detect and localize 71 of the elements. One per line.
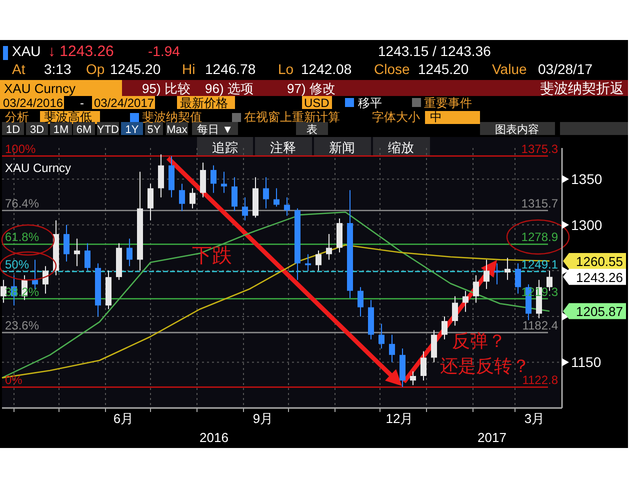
text: 03/28/17 (538, 61, 593, 77)
ref-line-label: 1122.8 (522, 373, 558, 388)
text: 2017 (478, 430, 506, 445)
text: ↓ 1243.26 (48, 43, 114, 60)
ref-line-label: 1278.9 (521, 230, 558, 244)
annotation: 缩放 (388, 140, 414, 155)
annotation: 还是反转？ (440, 356, 530, 376)
text: 斐波高低 (44, 110, 92, 124)
annotation: 50% (5, 258, 30, 272)
text: At (12, 61, 26, 77)
data-label: 1260.55 (576, 254, 623, 270)
annotation: 注释 (270, 140, 296, 155)
annotation: 100% (5, 142, 36, 156)
x-tick-label: 12月 (386, 411, 414, 426)
annotation: 61.8% (5, 230, 40, 244)
value-tag: 1260.55 (563, 253, 626, 270)
ref-line-label: 1182.4 (522, 318, 558, 333)
text: 1245.20 (418, 61, 469, 77)
text: 图表内容 (495, 123, 539, 136)
annotation: 23.6% (5, 318, 40, 333)
value-tag: 1205.87 (563, 303, 626, 320)
x-tick-label: 6月 (113, 411, 134, 426)
x-tick-label: 3月 (524, 411, 545, 426)
annotation: 1243.26 (576, 270, 623, 285)
text: 1M (53, 124, 69, 136)
text: 6M (76, 124, 92, 136)
text: 95) 比较 (142, 81, 190, 96)
text: 斐波纳契值 (142, 110, 202, 124)
text: 斐波纳契折返 (540, 80, 624, 96)
text: 中 (430, 110, 442, 124)
text: 在视窗上重新计算 (244, 110, 340, 124)
text: 移平 (358, 96, 382, 110)
annotation: 追踪 (212, 140, 238, 155)
data-label: 1205.87 (576, 304, 623, 320)
y-tick-label: 1350 (571, 171, 602, 188)
ref-line-label: 1315.7 (521, 196, 558, 211)
text: -1.94 (148, 43, 180, 59)
text: 分析 (5, 110, 29, 124)
text: 1242.08 (301, 61, 352, 77)
text: 1243.15 / 1243.36 (378, 43, 492, 59)
annotation: 新闻 (329, 140, 355, 155)
text: Value (492, 61, 527, 77)
text: XAU (12, 43, 41, 59)
annotation: 反弹？ (452, 331, 506, 351)
text: 表 (306, 123, 318, 136)
text: - (80, 96, 84, 110)
text: Op (86, 61, 105, 77)
ref-line-label: 1375.3 (521, 142, 558, 156)
text: 3D (30, 124, 44, 136)
y-tick-label: 1300 (571, 216, 602, 233)
text: 最新价格 (180, 96, 228, 110)
ref-line-label: 1249.1 (521, 258, 558, 272)
text: 1D (6, 124, 20, 136)
text: 96) 选项 (205, 81, 254, 96)
text: 97) 修改 (287, 81, 336, 96)
annotation: 76.4% (5, 196, 40, 211)
text: 1246.78 (205, 61, 256, 77)
text: Hi (182, 61, 196, 77)
text: Close (374, 61, 410, 77)
text: 重要事件 (424, 96, 472, 110)
annotation: 0% (5, 373, 23, 388)
annotation: XAU Curncy (5, 161, 72, 175)
text: 3:13 (44, 61, 72, 77)
text: Lo (278, 61, 294, 77)
y-tick-label: 1150 (571, 354, 602, 370)
text: 1Y (125, 124, 140, 136)
x-tick-label: 9月 (252, 411, 274, 426)
text: 字体大小 (372, 110, 420, 124)
text: 2016 (200, 430, 228, 445)
text: 每日 ▼ (197, 124, 233, 136)
text: 1245.20 (110, 61, 161, 77)
